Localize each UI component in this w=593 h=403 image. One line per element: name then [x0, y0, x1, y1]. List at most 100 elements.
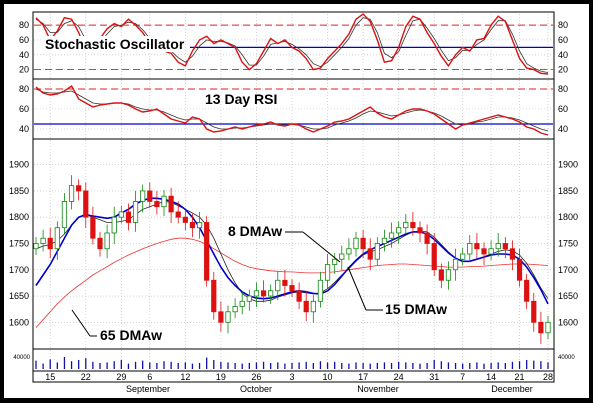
candle-body: [54, 227, 60, 250]
date-tick: 29: [116, 372, 126, 382]
ma8-label: 8 DMAw: [228, 223, 282, 239]
candle-body: [239, 300, 245, 307]
candle-body: [47, 237, 53, 250]
ma65-label: 65 DMAw: [100, 327, 162, 343]
price-tick-left: 1850: [9, 186, 29, 196]
candle-body: [481, 248, 487, 255]
candle-body: [509, 248, 516, 260]
ma15-label: 15 DMAw: [385, 301, 447, 317]
stochastic-tick-left: 60: [19, 35, 29, 45]
candle-body: [516, 258, 523, 281]
candle-body: [40, 237, 46, 244]
stochastic-tick-right: 60: [558, 35, 568, 45]
stochastic-tick-right: 40: [558, 50, 568, 60]
candle-body: [132, 201, 139, 223]
ma15-pointer: [347, 266, 367, 311]
candle-body: [531, 300, 537, 323]
candle-body: [196, 222, 203, 229]
candle-body: [381, 237, 388, 244]
stochastic-tick-left: 80: [19, 20, 29, 30]
month-label: September: [126, 384, 170, 394]
candle-body: [403, 222, 409, 229]
candle-body: [289, 285, 295, 292]
price-tick-right: 1750: [558, 238, 578, 248]
candle-body: [125, 211, 132, 223]
candle-body: [324, 264, 331, 281]
date-tick: 17: [358, 372, 368, 382]
date-axis: [32, 370, 555, 383]
price-tick-right: 1600: [558, 317, 578, 327]
rsi-tick-left: 60: [19, 104, 29, 114]
candle-body: [346, 248, 352, 255]
date-tick: 31: [429, 372, 439, 382]
date-tick: 28: [543, 372, 553, 382]
candle-body: [488, 248, 494, 255]
rsi-tick-left: 80: [19, 84, 29, 94]
price-panel: [32, 138, 555, 350]
date-tick: 14: [486, 372, 496, 382]
price-tick-right: 1650: [558, 291, 578, 301]
candle-body: [332, 258, 338, 265]
stochastic-tick-left: 40: [19, 50, 29, 60]
candle-body: [310, 300, 316, 313]
candle-body: [275, 279, 281, 292]
date-tick: 6: [147, 372, 152, 382]
month-label: November: [357, 384, 399, 394]
candle-body: [225, 311, 231, 323]
date-tick: 26: [251, 372, 261, 382]
candle-body: [189, 222, 196, 229]
month-label: December: [491, 384, 533, 394]
candle-body: [524, 279, 530, 302]
candle-body: [388, 232, 395, 239]
candle-body: [431, 243, 437, 271]
ma8-pointer: [302, 231, 341, 263]
candle-body: [161, 195, 167, 208]
candle-body: [182, 216, 188, 223]
candle-body: [467, 243, 473, 255]
candle-body: [246, 295, 252, 302]
candles: [33, 175, 551, 344]
candle-body: [367, 248, 373, 260]
volume-bars: [35, 357, 549, 369]
ma65-pointer: [71, 309, 91, 337]
stochastic-k-line: [35, 13, 549, 75]
candle-body: [417, 227, 423, 234]
stochastic-tick-left: 20: [19, 65, 29, 75]
date-labels: 15 22 29 6 12 19 26 3 10 17 24 31 7 14 21 28 September Oc…: [45, 372, 553, 394]
candle-body: [175, 211, 181, 218]
stochastic-label-bg: [43, 36, 185, 52]
rsi-tick-right: 80: [558, 84, 568, 94]
volume-tick-right: 40000: [558, 355, 575, 361]
price-tick-right: 1900: [558, 160, 578, 170]
price-tick-left: 1800: [9, 212, 29, 222]
date-tick: 24: [394, 372, 404, 382]
date-tick: 22: [81, 372, 91, 382]
price-tick-left: 1650: [9, 291, 29, 301]
candle-body: [545, 321, 551, 334]
candle-body: [282, 279, 288, 286]
candle-body: [374, 243, 380, 260]
rsi-line: [35, 84, 549, 136]
date-tick: 19: [216, 372, 226, 382]
candle-body: [97, 237, 103, 250]
rsi-label: 13 Day RSI: [205, 91, 277, 107]
candle-body: [232, 306, 238, 313]
date-tick: 12: [180, 372, 190, 382]
stochastic-d-line: [35, 17, 549, 73]
candle-body: [61, 201, 68, 229]
candle-body: [396, 227, 402, 234]
candle-body: [317, 279, 324, 302]
price-tick-left: 1900: [9, 160, 29, 170]
rsi-tick-left: 40: [19, 124, 29, 134]
candle-body: [253, 290, 260, 297]
candle-body: [211, 279, 217, 313]
candle-body: [111, 216, 117, 234]
candle-body: [339, 253, 345, 260]
candle-body: [218, 311, 224, 323]
candle-body: [140, 190, 146, 202]
price-tick-left: 1750: [9, 238, 29, 248]
candle-body: [538, 321, 544, 334]
candle-body: [495, 243, 501, 250]
